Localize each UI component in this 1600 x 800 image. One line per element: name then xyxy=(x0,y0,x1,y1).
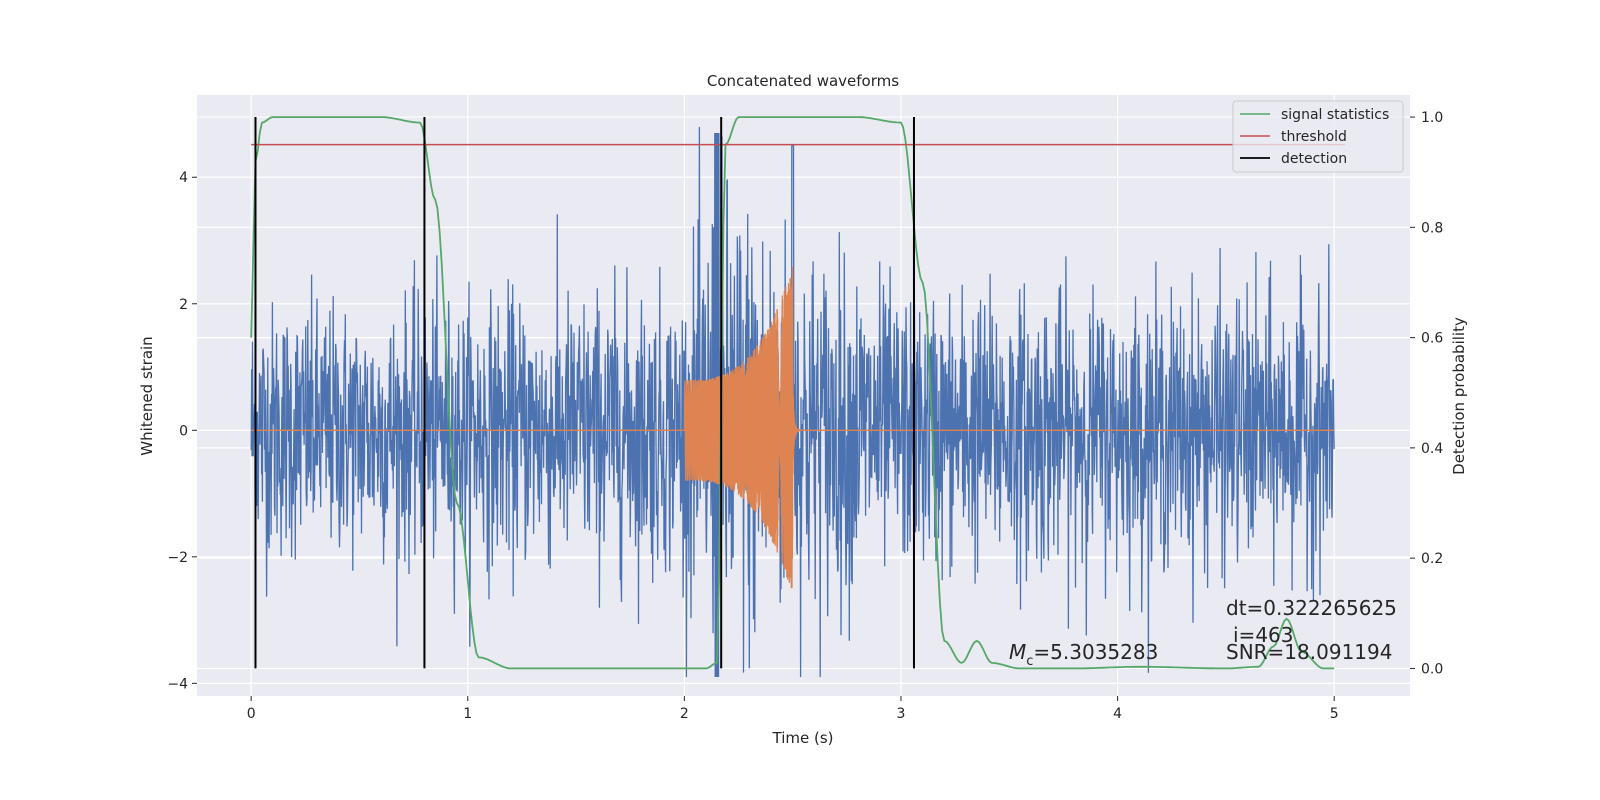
y-right-tick-label-5: 1.0 xyxy=(1421,110,1443,126)
legend-frame xyxy=(1232,100,1404,173)
y-right-axis-label: Detection probability xyxy=(1450,317,1468,475)
series-signal-statistics xyxy=(250,116,1335,670)
annotation-mc-subscript: c xyxy=(1026,654,1033,669)
y-right-tick-label-4: 0.8 xyxy=(1421,220,1443,236)
annotation-mc-value: =5.3035283 xyxy=(1033,640,1158,664)
x-tick-label-4: 4 xyxy=(1113,706,1122,722)
annotation-dt: dt=0.322265625 xyxy=(1226,596,1397,620)
x-tick-label-3: 3 xyxy=(897,706,906,722)
axes: 0 1 2 3 4 5 −4 −2 0 2 4 0.0 0.2 0.4 0.6 0.8 1.0 xyxy=(167,110,1443,722)
y-tick-label-2: 0 xyxy=(179,423,188,439)
annotation-snr: SNR=18.091194 xyxy=(1226,640,1392,664)
y-right-tick-label-1: 0.2 xyxy=(1421,551,1443,567)
y-tick-label-4: 4 xyxy=(179,170,188,186)
annotation-mc-symbol: M xyxy=(1009,640,1026,664)
legend-label-threshold: threshold xyxy=(1281,129,1347,145)
y-axis-label: Whitened strain xyxy=(138,336,156,455)
x-tick-label-2: 2 xyxy=(680,706,689,722)
y-tick-label-3: 2 xyxy=(179,297,188,313)
y-right-tick-label-0: 0.0 xyxy=(1421,661,1443,677)
legend-label-detection: detection xyxy=(1281,151,1347,167)
x-tick-label-1: 1 xyxy=(463,706,472,722)
legend-label-signal-statistics: signal statistics xyxy=(1281,107,1389,123)
y-tick-label-1: −2 xyxy=(167,550,188,566)
annotation-i: i=463 xyxy=(1233,623,1294,647)
plot-layer xyxy=(250,116,1346,678)
annotation-mc: Mc=5.3035283 xyxy=(1009,640,1158,669)
chart-title: Concatenated waveforms xyxy=(707,72,899,90)
series-template xyxy=(251,266,1335,589)
series-strain xyxy=(250,126,1335,678)
y-tick-label-0: −4 xyxy=(167,676,188,692)
x-tick-label-0: 0 xyxy=(247,706,256,722)
x-tick-label-5: 5 xyxy=(1330,706,1339,722)
legend: signal statistics threshold detection xyxy=(1232,100,1404,173)
y-right-tick-label-2: 0.4 xyxy=(1421,441,1443,457)
y-right-tick-label-3: 0.6 xyxy=(1421,331,1443,347)
x-axis-label: Time (s) xyxy=(772,729,834,747)
